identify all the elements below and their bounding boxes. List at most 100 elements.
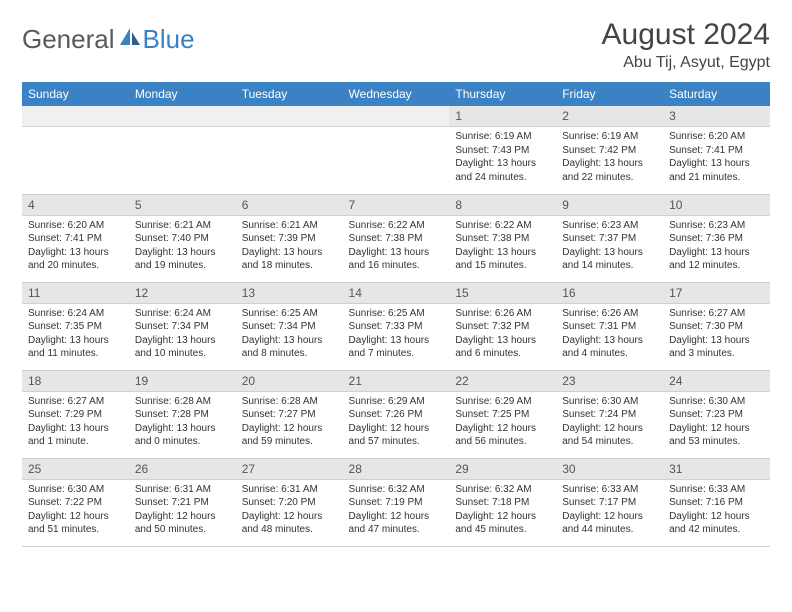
- day-details: Sunrise: 6:25 AMSunset: 7:34 PMDaylight:…: [236, 304, 343, 364]
- calendar-cell: 11Sunrise: 6:24 AMSunset: 7:35 PMDayligh…: [22, 282, 129, 370]
- calendar-cell: 14Sunrise: 6:25 AMSunset: 7:33 PMDayligh…: [343, 282, 450, 370]
- day-details: Sunrise: 6:24 AMSunset: 7:34 PMDaylight:…: [129, 304, 236, 364]
- day-details: Sunrise: 6:23 AMSunset: 7:36 PMDaylight:…: [663, 216, 770, 276]
- day-number: 20: [236, 371, 343, 392]
- day-details: Sunrise: 6:20 AMSunset: 7:41 PMDaylight:…: [663, 127, 770, 187]
- weekday-header: Monday: [129, 82, 236, 106]
- day-number: 3: [663, 106, 770, 127]
- calendar-row: 4Sunrise: 6:20 AMSunset: 7:41 PMDaylight…: [22, 194, 770, 282]
- calendar-cell: 7Sunrise: 6:22 AMSunset: 7:38 PMDaylight…: [343, 194, 450, 282]
- day-details: Sunrise: 6:28 AMSunset: 7:27 PMDaylight:…: [236, 392, 343, 452]
- day-number: 13: [236, 283, 343, 304]
- day-number: 16: [556, 283, 663, 304]
- calendar-cell: 5Sunrise: 6:21 AMSunset: 7:40 PMDaylight…: [129, 194, 236, 282]
- day-details: Sunrise: 6:30 AMSunset: 7:23 PMDaylight:…: [663, 392, 770, 452]
- day-number: 12: [129, 283, 236, 304]
- calendar-cell: 10Sunrise: 6:23 AMSunset: 7:36 PMDayligh…: [663, 194, 770, 282]
- day-details: Sunrise: 6:21 AMSunset: 7:39 PMDaylight:…: [236, 216, 343, 276]
- calendar-cell: [343, 106, 450, 194]
- logo-text-general: General: [22, 24, 115, 55]
- day-details: Sunrise: 6:32 AMSunset: 7:19 PMDaylight:…: [343, 480, 450, 540]
- calendar-cell: 20Sunrise: 6:28 AMSunset: 7:27 PMDayligh…: [236, 370, 343, 458]
- day-details: Sunrise: 6:31 AMSunset: 7:21 PMDaylight:…: [129, 480, 236, 540]
- sail-icon: [119, 27, 141, 52]
- calendar-cell: 21Sunrise: 6:29 AMSunset: 7:26 PMDayligh…: [343, 370, 450, 458]
- calendar-cell: 4Sunrise: 6:20 AMSunset: 7:41 PMDaylight…: [22, 194, 129, 282]
- day-number: 19: [129, 371, 236, 392]
- calendar-cell: [22, 106, 129, 194]
- calendar-cell: 25Sunrise: 6:30 AMSunset: 7:22 PMDayligh…: [22, 458, 129, 546]
- day-details: Sunrise: 6:25 AMSunset: 7:33 PMDaylight:…: [343, 304, 450, 364]
- calendar-cell: 12Sunrise: 6:24 AMSunset: 7:34 PMDayligh…: [129, 282, 236, 370]
- calendar-cell: 3Sunrise: 6:20 AMSunset: 7:41 PMDaylight…: [663, 106, 770, 194]
- calendar-cell: 23Sunrise: 6:30 AMSunset: 7:24 PMDayligh…: [556, 370, 663, 458]
- day-number: 2: [556, 106, 663, 127]
- month-title: August 2024: [602, 18, 770, 52]
- day-number: 28: [343, 459, 450, 480]
- logo-text-blue: Blue: [143, 24, 195, 55]
- calendar-cell: 16Sunrise: 6:26 AMSunset: 7:31 PMDayligh…: [556, 282, 663, 370]
- day-number: 17: [663, 283, 770, 304]
- day-number: 8: [449, 195, 556, 216]
- location: Abu Tij, Asyut, Egypt: [602, 54, 770, 72]
- day-number: 24: [663, 371, 770, 392]
- day-details: Sunrise: 6:19 AMSunset: 7:43 PMDaylight:…: [449, 127, 556, 187]
- day-number: 1: [449, 106, 556, 127]
- day-details: Sunrise: 6:26 AMSunset: 7:32 PMDaylight:…: [449, 304, 556, 364]
- day-number: 7: [343, 195, 450, 216]
- calendar-cell: 18Sunrise: 6:27 AMSunset: 7:29 PMDayligh…: [22, 370, 129, 458]
- day-details: Sunrise: 6:22 AMSunset: 7:38 PMDaylight:…: [449, 216, 556, 276]
- day-details: Sunrise: 6:28 AMSunset: 7:28 PMDaylight:…: [129, 392, 236, 452]
- calendar-cell: [236, 106, 343, 194]
- day-details: Sunrise: 6:29 AMSunset: 7:25 PMDaylight:…: [449, 392, 556, 452]
- calendar-cell: 13Sunrise: 6:25 AMSunset: 7:34 PMDayligh…: [236, 282, 343, 370]
- weekday-header-row: Sunday Monday Tuesday Wednesday Thursday…: [22, 82, 770, 106]
- day-number: 23: [556, 371, 663, 392]
- day-details: Sunrise: 6:27 AMSunset: 7:30 PMDaylight:…: [663, 304, 770, 364]
- day-number: 5: [129, 195, 236, 216]
- calendar-row: 11Sunrise: 6:24 AMSunset: 7:35 PMDayligh…: [22, 282, 770, 370]
- day-number: 29: [449, 459, 556, 480]
- day-details: Sunrise: 6:29 AMSunset: 7:26 PMDaylight:…: [343, 392, 450, 452]
- day-number: 31: [663, 459, 770, 480]
- calendar-cell: 8Sunrise: 6:22 AMSunset: 7:38 PMDaylight…: [449, 194, 556, 282]
- day-details: Sunrise: 6:27 AMSunset: 7:29 PMDaylight:…: [22, 392, 129, 452]
- logo: General Blue: [22, 24, 195, 55]
- day-details: Sunrise: 6:21 AMSunset: 7:40 PMDaylight:…: [129, 216, 236, 276]
- header: General Blue August 2024 Abu Tij, Asyut,…: [22, 18, 770, 72]
- calendar-cell: 26Sunrise: 6:31 AMSunset: 7:21 PMDayligh…: [129, 458, 236, 546]
- weekday-header: Wednesday: [343, 82, 450, 106]
- calendar-cell: 9Sunrise: 6:23 AMSunset: 7:37 PMDaylight…: [556, 194, 663, 282]
- day-details: Sunrise: 6:30 AMSunset: 7:24 PMDaylight:…: [556, 392, 663, 452]
- day-details: Sunrise: 6:31 AMSunset: 7:20 PMDaylight:…: [236, 480, 343, 540]
- day-details: Sunrise: 6:24 AMSunset: 7:35 PMDaylight:…: [22, 304, 129, 364]
- day-number: 10: [663, 195, 770, 216]
- day-details: Sunrise: 6:33 AMSunset: 7:16 PMDaylight:…: [663, 480, 770, 540]
- calendar-cell: 31Sunrise: 6:33 AMSunset: 7:16 PMDayligh…: [663, 458, 770, 546]
- day-number: 18: [22, 371, 129, 392]
- calendar-cell: 24Sunrise: 6:30 AMSunset: 7:23 PMDayligh…: [663, 370, 770, 458]
- calendar-cell: 2Sunrise: 6:19 AMSunset: 7:42 PMDaylight…: [556, 106, 663, 194]
- day-number: 26: [129, 459, 236, 480]
- weekday-header: Saturday: [663, 82, 770, 106]
- weekday-header: Friday: [556, 82, 663, 106]
- day-number: 30: [556, 459, 663, 480]
- weekday-header: Sunday: [22, 82, 129, 106]
- day-number: 22: [449, 371, 556, 392]
- day-details: Sunrise: 6:20 AMSunset: 7:41 PMDaylight:…: [22, 216, 129, 276]
- calendar-cell: 22Sunrise: 6:29 AMSunset: 7:25 PMDayligh…: [449, 370, 556, 458]
- day-number: 11: [22, 283, 129, 304]
- calendar-cell: 1Sunrise: 6:19 AMSunset: 7:43 PMDaylight…: [449, 106, 556, 194]
- calendar-row: 25Sunrise: 6:30 AMSunset: 7:22 PMDayligh…: [22, 458, 770, 546]
- title-block: August 2024 Abu Tij, Asyut, Egypt: [602, 18, 770, 72]
- calendar-body: 1Sunrise: 6:19 AMSunset: 7:43 PMDaylight…: [22, 106, 770, 546]
- calendar-cell: 6Sunrise: 6:21 AMSunset: 7:39 PMDaylight…: [236, 194, 343, 282]
- day-details: Sunrise: 6:26 AMSunset: 7:31 PMDaylight:…: [556, 304, 663, 364]
- calendar-cell: 27Sunrise: 6:31 AMSunset: 7:20 PMDayligh…: [236, 458, 343, 546]
- day-number: 15: [449, 283, 556, 304]
- day-details: Sunrise: 6:33 AMSunset: 7:17 PMDaylight:…: [556, 480, 663, 540]
- day-details: Sunrise: 6:23 AMSunset: 7:37 PMDaylight:…: [556, 216, 663, 276]
- calendar-cell: 15Sunrise: 6:26 AMSunset: 7:32 PMDayligh…: [449, 282, 556, 370]
- calendar-row: 18Sunrise: 6:27 AMSunset: 7:29 PMDayligh…: [22, 370, 770, 458]
- day-number: 6: [236, 195, 343, 216]
